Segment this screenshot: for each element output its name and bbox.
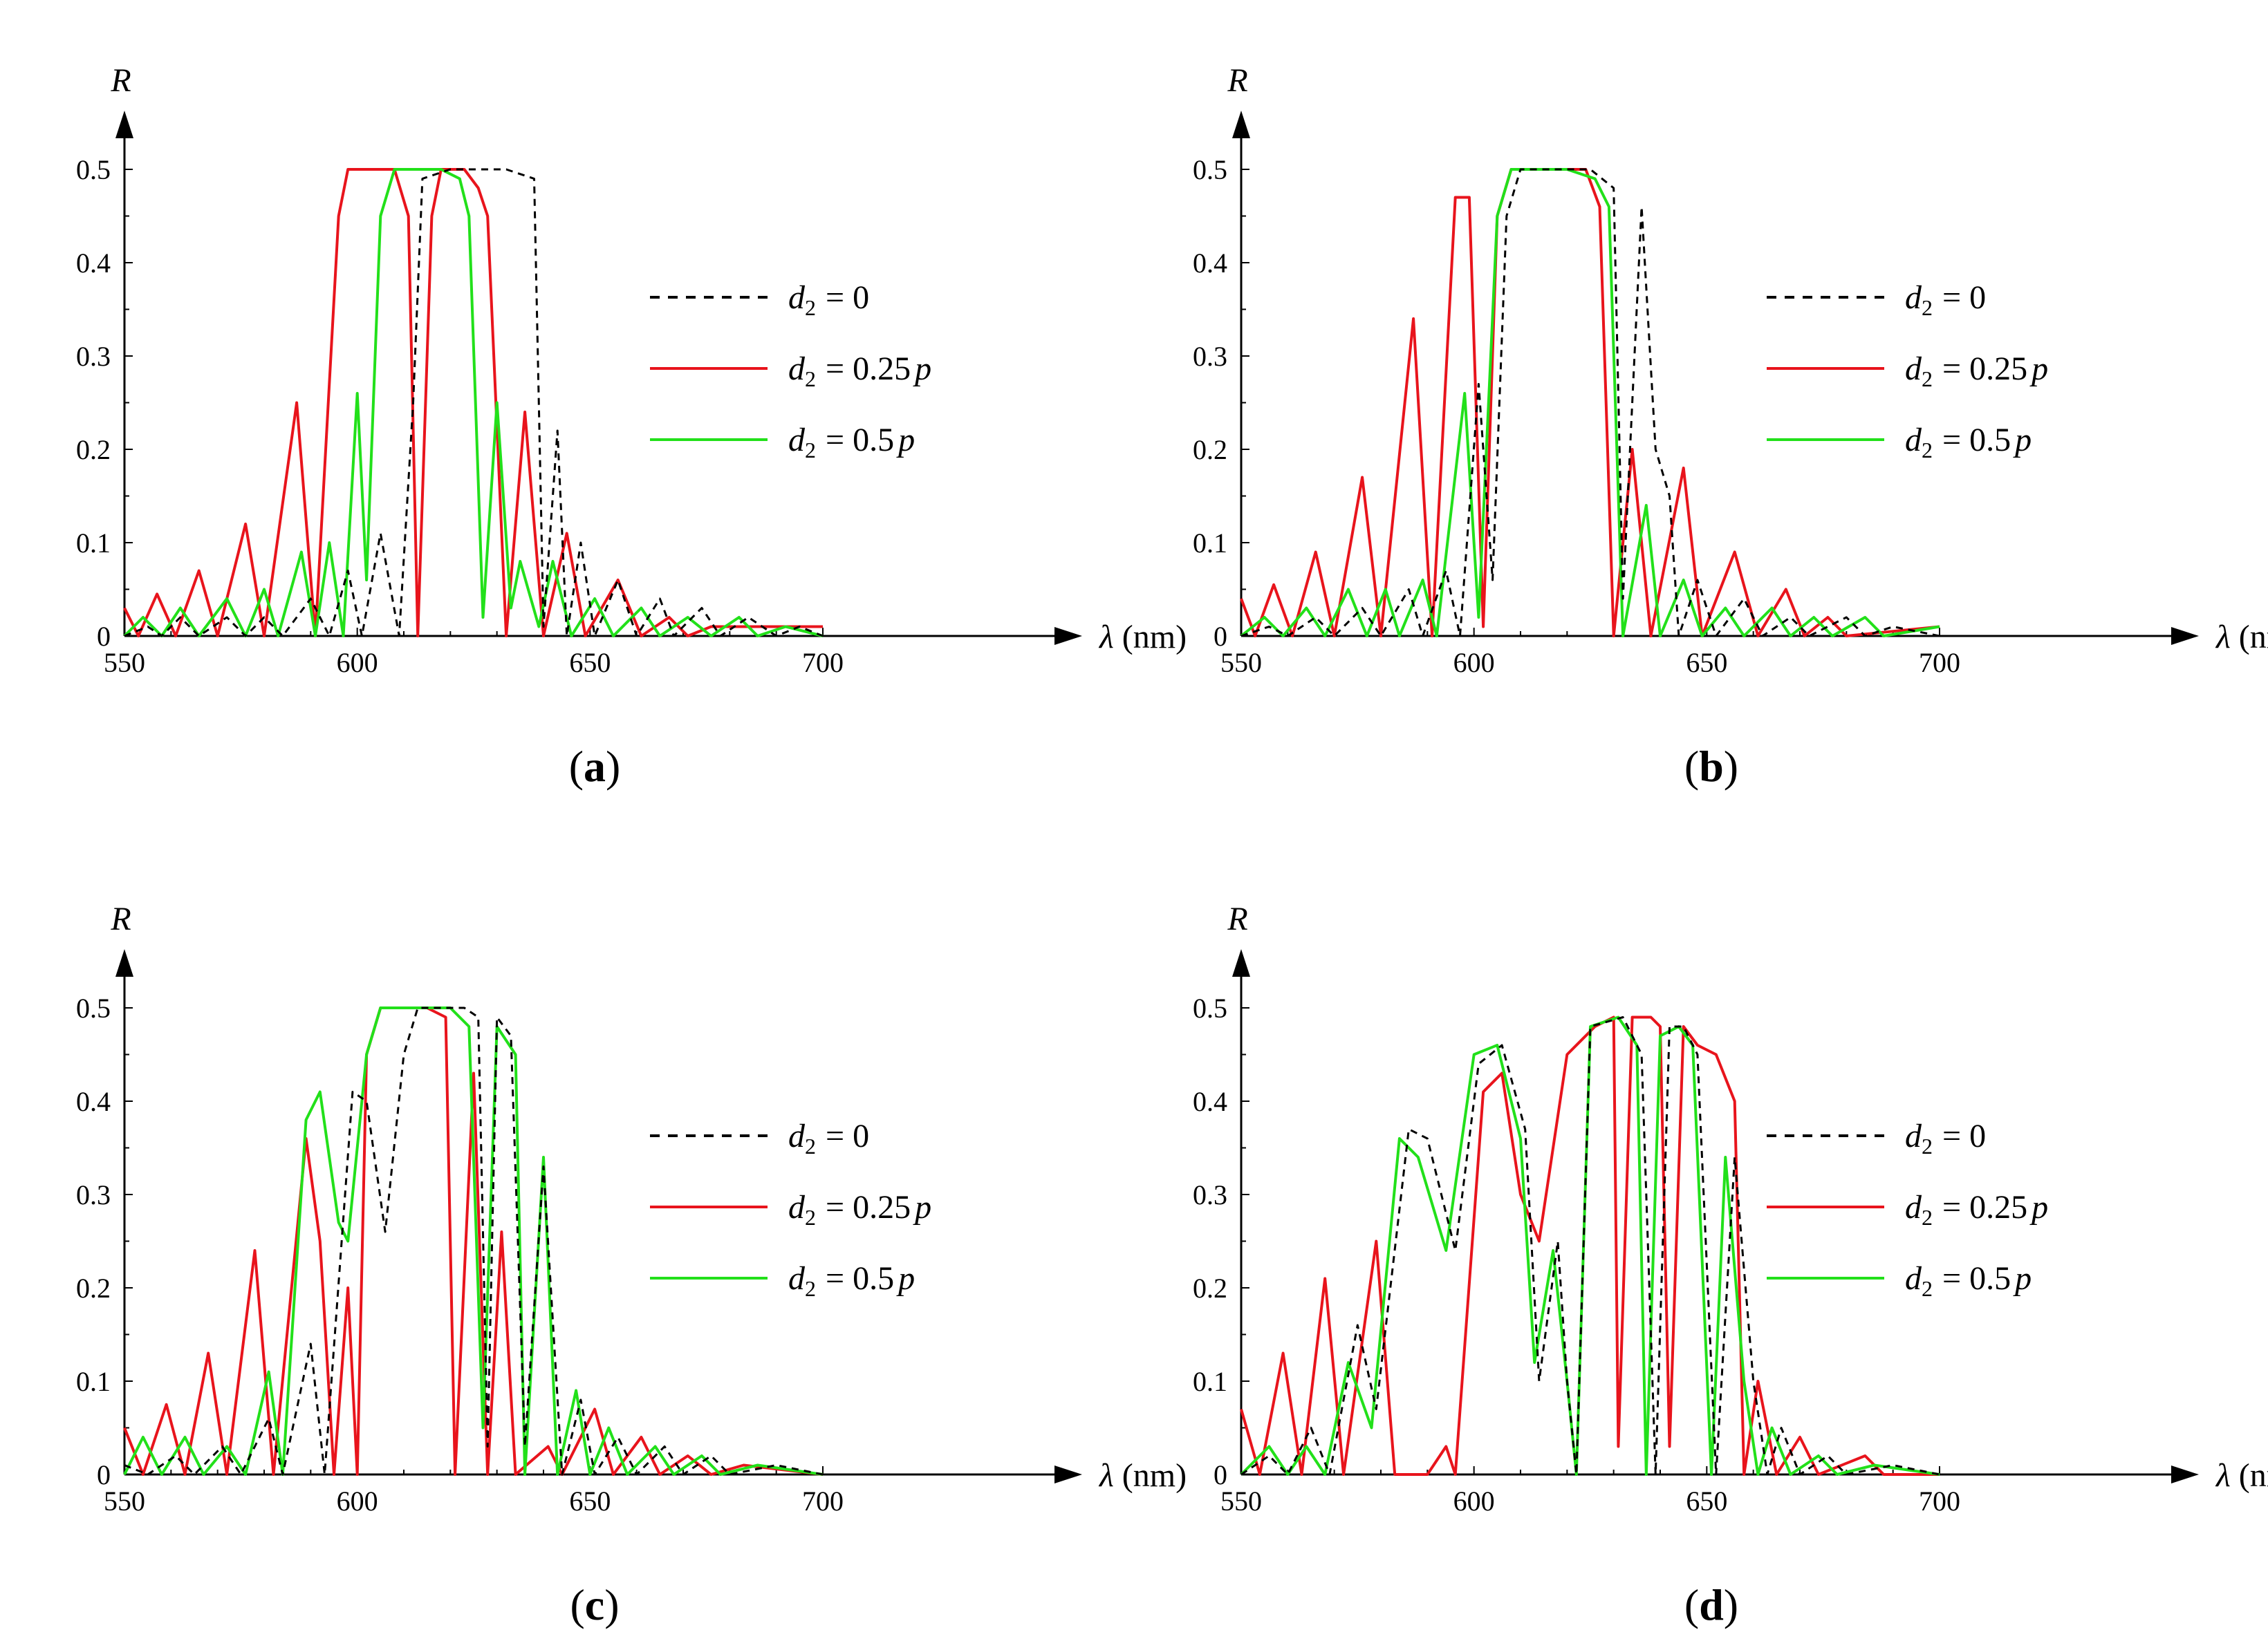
y-tick-label: 0 — [1214, 1459, 1227, 1490]
series-line-d2-05p — [123, 1006, 824, 1476]
y-axis-label: R — [110, 62, 131, 99]
x-tick-label: 700 — [802, 1486, 844, 1517]
y-tick-label: 0.1 — [76, 1366, 111, 1397]
y-tick-label: 0.5 — [76, 154, 111, 185]
y-tick-label: 0.5 — [1193, 154, 1227, 185]
panel-c: Rλ (nm) 550 600 650 700 0 0.1 0.2 0.3 0.4 0.5 d2 = 0 d… — [76, 901, 1187, 1629]
series-line-d2-05p — [1240, 1015, 1940, 1476]
y-tick-label: 0.3 — [76, 341, 111, 372]
x-axis-unit: (nm) — [2239, 1457, 2268, 1494]
x-axis-symbol: λ — [1098, 619, 1114, 655]
x-tick-label: 650 — [1686, 647, 1727, 678]
series-line-d2-0 — [1240, 168, 1940, 637]
x-tick-label: 600 — [1453, 647, 1495, 678]
x-axis-arrow-icon — [1054, 627, 1082, 645]
x-axis-label: λ (nm) — [2215, 1457, 2268, 1494]
y-axis-label: R — [1227, 62, 1247, 99]
legend-label: d2 = 0.25 p — [1905, 1189, 2048, 1230]
y-tick-label: 0.2 — [76, 434, 111, 465]
y-axis-arrow-icon — [1232, 111, 1250, 138]
x-tick-label: 600 — [337, 647, 378, 678]
legend-label: d2 = 0 — [1905, 1118, 1986, 1159]
series-line-d2-05p — [123, 168, 824, 637]
legend-label: d2 = 0.5 p — [1905, 1260, 2032, 1301]
x-tick-label: 550 — [1220, 647, 1262, 678]
y-axis-label: R — [110, 901, 131, 937]
y-tick-label: 0 — [1214, 621, 1227, 652]
y-axis-arrow-icon — [115, 949, 133, 977]
series-line-d2-025p — [1240, 1015, 1940, 1476]
series-line-d2-0 — [124, 1006, 824, 1476]
series-line-d2-0 — [1240, 1016, 1940, 1476]
y-tick-label: 0 — [97, 621, 111, 652]
x-axis-symbol: λ — [1098, 1457, 1114, 1494]
x-tick-label: 650 — [569, 647, 611, 678]
y-tick-label: 0.5 — [1193, 993, 1227, 1024]
y-tick-label: 0.5 — [76, 993, 111, 1024]
x-tick-label: 700 — [1919, 647, 1960, 678]
x-tick-label: 600 — [337, 1486, 378, 1517]
legend-label: d2 = 0.5 p — [1905, 422, 2032, 462]
panel-caption: (b) — [1684, 742, 1738, 791]
x-tick-label: 600 — [1453, 1486, 1495, 1517]
y-tick-label: 0.2 — [76, 1273, 111, 1304]
y-axis-arrow-icon — [1232, 949, 1250, 977]
series-line-d2-0 — [124, 168, 824, 637]
series-line-d2-025p — [123, 1006, 824, 1476]
x-axis-unit: (nm) — [1122, 1457, 1187, 1494]
x-axis-symbol: λ — [2215, 619, 2231, 655]
y-tick-label: 0.3 — [1193, 341, 1227, 372]
legend-label: d2 = 0 — [788, 279, 869, 320]
legend-label: d2 = 0.25 p — [1905, 350, 2048, 391]
x-axis-arrow-icon — [1054, 1465, 1082, 1483]
x-axis-unit: (nm) — [1122, 619, 1187, 655]
x-axis-label: λ (nm) — [2215, 619, 2268, 655]
y-axis-label: R — [1227, 901, 1247, 937]
legend-label: d2 = 0 — [1905, 279, 1986, 320]
x-tick-label: 700 — [1919, 1486, 1960, 1517]
x-axis-unit: (nm) — [2239, 619, 2268, 655]
y-tick-label: 0.4 — [1193, 247, 1227, 279]
y-axis-arrow-icon — [115, 111, 133, 138]
x-axis-arrow-icon — [2171, 627, 2199, 645]
legend-label: d2 = 0.5 p — [788, 422, 915, 462]
legend-label: d2 = 0.5 p — [788, 1260, 915, 1301]
x-tick-label: 650 — [1686, 1486, 1727, 1517]
legend-label: d2 = 0.25 p — [788, 1189, 931, 1230]
x-axis-label: λ(nm) — [1098, 619, 1187, 655]
legend-label: d2 = 0 — [788, 1118, 869, 1159]
series-line-d2-025p — [123, 168, 823, 637]
series-line-d2-05p — [1240, 168, 1940, 637]
panel-a: Rλ (nm) 550 600 650 700 0 0.1 0.2 0.3 0.4 0.5 d2 = 0 d… — [76, 62, 1187, 791]
x-tick-label: 550 — [104, 1486, 145, 1517]
x-tick-label: 650 — [569, 1486, 611, 1517]
panel-caption: (d) — [1684, 1580, 1738, 1629]
y-tick-label: 0 — [97, 1459, 111, 1490]
x-tick-label: 700 — [802, 647, 844, 678]
y-tick-label: 0.4 — [76, 1086, 111, 1117]
x-axis-symbol: λ — [2215, 1457, 2231, 1494]
y-tick-label: 0.3 — [76, 1179, 111, 1210]
y-tick-label: 0.3 — [1193, 1179, 1227, 1210]
x-axis-arrow-icon — [2171, 1465, 2199, 1483]
x-axis-label: λ(nm) — [1098, 1457, 1187, 1494]
y-tick-label: 0.2 — [1193, 434, 1227, 465]
series-line-d2-025p — [1240, 168, 1940, 637]
y-tick-label: 0.1 — [1193, 1366, 1227, 1397]
x-tick-label: 550 — [104, 647, 145, 678]
y-tick-label: 0.2 — [1193, 1273, 1227, 1304]
legend-label: d2 = 0.25 p — [788, 350, 931, 391]
panel-caption: (a) — [569, 742, 621, 791]
y-tick-label: 0.1 — [1193, 527, 1227, 559]
panel-d: Rλ (nm) 550 600 650 700 0 0.1 0.2 0.3 0.4 0.5 d2= 0 d… — [1193, 901, 2268, 1629]
y-tick-label: 0.1 — [76, 527, 111, 559]
panel-caption: (c) — [570, 1580, 619, 1629]
x-tick-label: 550 — [1220, 1486, 1262, 1517]
panel-b: Rλ (nm) 550 600 650 700 0 0.1 0.2 0.3 0.4 0.5 d2= 0 d… — [1193, 62, 2268, 791]
y-tick-label: 0.4 — [1193, 1086, 1227, 1117]
y-tick-label: 0.4 — [76, 247, 111, 279]
